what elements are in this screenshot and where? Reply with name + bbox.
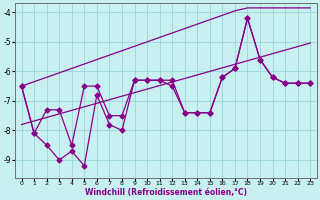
X-axis label: Windchill (Refroidissement éolien,°C): Windchill (Refroidissement éolien,°C) bbox=[85, 188, 247, 197]
